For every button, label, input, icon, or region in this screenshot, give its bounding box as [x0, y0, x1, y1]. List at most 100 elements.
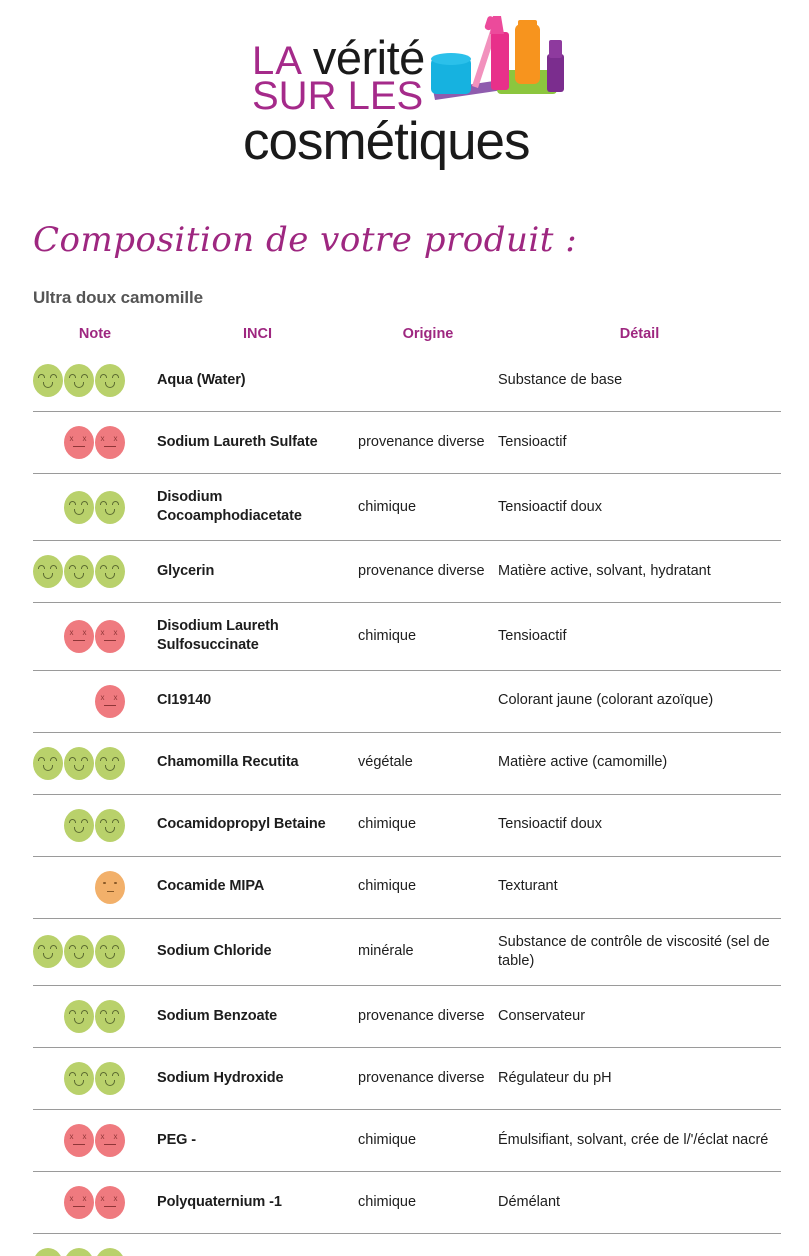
cell-note [33, 917, 157, 986]
table-row: x x x x PEG - chimique Émulsifiant, solvant, c… [33, 1108, 781, 1172]
smiley-happy-icon [64, 999, 94, 1033]
cell-detail: Tensioactif doux [498, 472, 781, 541]
column-header-inci: INCI [243, 326, 272, 342]
cell-detail: Tensioactif doux [498, 793, 781, 856]
smiley-happy-icon [95, 1061, 125, 1095]
cell-orig: chimique [358, 1108, 498, 1172]
cell-orig: provenance diverse [358, 540, 498, 603]
smiley-happy-icon [64, 555, 94, 589]
logo-line-one: LA vérité [252, 30, 425, 85]
table-body: Aqua (Water) Substance de base x x x x Sodium … [33, 360, 781, 1256]
cell-detail: Matière active (camomille) [498, 731, 781, 794]
cell-detail: Conservateur [498, 984, 781, 1048]
smiley-happy-icon [64, 364, 94, 397]
smiley-happy-icon [33, 1247, 63, 1256]
note-rating [33, 935, 157, 969]
smiley-neutral-icon [95, 870, 125, 904]
note-rating [33, 364, 157, 397]
cell-detail: Émulsifiant, solvant, crée de l/'/éclat … [498, 1108, 781, 1172]
table-row: x x x x Disodium Laureth Sulfosuccinate chimi… [33, 602, 781, 670]
smiley-happy-icon [64, 746, 94, 780]
product-name: Ultra doux camomille [33, 288, 203, 307]
smiley-happy-icon [95, 746, 125, 780]
note-rating [33, 1061, 157, 1095]
site-logo: LA vérité SUR LES cosmétiques [0, 0, 809, 175]
cell-orig [358, 669, 498, 732]
table-row: Chamomilla Recutita végétale Matière activ… [33, 731, 781, 794]
cell-orig: végétale [358, 731, 498, 794]
cell-inci: Sodium Laureth Sulfate [157, 411, 358, 474]
cell-inci: Sodium Benzoate [157, 984, 358, 1048]
smiley-happy-icon [33, 746, 63, 780]
table-header-row: Note INCI Origine Détail [33, 326, 781, 360]
cell-inci: Chamomilla Recutita [157, 731, 358, 794]
cell-orig: minérale [358, 917, 498, 986]
column-header-detail: Détail [619, 326, 660, 342]
table-header: Note INCI Origine Détail [33, 326, 781, 360]
table-row: Sodium Benzoate provenance diverse Conserv… [33, 984, 781, 1048]
table-row: Salicylic Acidchimique, végétaleConserva… [33, 1232, 781, 1256]
cell-orig: chimique [358, 1170, 498, 1234]
cell-orig: chimique [358, 472, 498, 541]
table-row: x x x x Polyquaternium -1 chimique Démélant [33, 1170, 781, 1234]
cosmetics-illustration-icon [431, 16, 564, 100]
cell-inci: PEG - [157, 1108, 358, 1172]
cell-orig: chimique [358, 602, 498, 670]
logo-cosmetiques-text: cosmétiques [243, 112, 531, 171]
cell-inci: Cocamide MIPA [157, 855, 358, 918]
smiley-happy-icon [64, 935, 94, 969]
cell-note [33, 360, 157, 412]
smiley-happy-icon [33, 364, 63, 397]
cell-orig: provenance diverse [358, 411, 498, 474]
page-title: Composition de votre produit : [33, 220, 578, 260]
cell-inci: Glycerin [157, 540, 358, 603]
smiley-happy-icon [64, 1061, 94, 1095]
cell-detail: Substance de contrôle de viscosité (sel … [498, 917, 781, 986]
cell-orig: chimique, végétale [358, 1232, 498, 1256]
cell-orig: chimique [358, 855, 498, 918]
smiley-happy-icon [95, 999, 125, 1033]
smiley-happy-icon [64, 1247, 94, 1256]
cell-inci: Disodium Cocoamphodiacetate [157, 472, 358, 541]
ingredients-table: Note INCI Origine Détail Aqua (Water) Sub… [33, 326, 781, 1256]
smiley-happy-icon [64, 808, 94, 842]
note-rating [33, 555, 157, 589]
cell-inci: Disodium Laureth Sulfosuccinate [157, 602, 358, 670]
smiley-happy-icon [33, 935, 63, 969]
smiley-happy-icon [95, 1247, 125, 1256]
table-row: Cocamide MIPA chimique Texturant [33, 855, 781, 918]
smiley-happy-icon [95, 364, 125, 397]
cell-inci: Aqua (Water) [157, 371, 246, 388]
cell-orig: provenance diverse [358, 984, 498, 1048]
cell-inci: Sodium Chloride [157, 917, 358, 986]
smiley-happy-icon [95, 490, 125, 524]
smiley-happy-icon [95, 808, 125, 842]
table-row: Cocamidopropyl Betaine chimique Tensioacti… [33, 793, 781, 856]
cell-detail: Tensioactif [498, 411, 781, 474]
cell-note [33, 1232, 157, 1256]
logo-la-text: LA [252, 39, 313, 83]
table-row: Sodium Hydroxide provenance diverse Régula… [33, 1046, 781, 1110]
cell-orig: chimique [358, 793, 498, 856]
cell-orig: provenance diverse [358, 1046, 498, 1110]
cell-note [33, 793, 157, 856]
smiley-happy-icon [64, 490, 94, 524]
cell-orig [358, 360, 498, 412]
cell-note [33, 540, 157, 603]
cell-inci: Sodium Hydroxide [157, 1046, 358, 1110]
cell-detail: Colorant jaune (colorant azoïque) [498, 669, 781, 732]
